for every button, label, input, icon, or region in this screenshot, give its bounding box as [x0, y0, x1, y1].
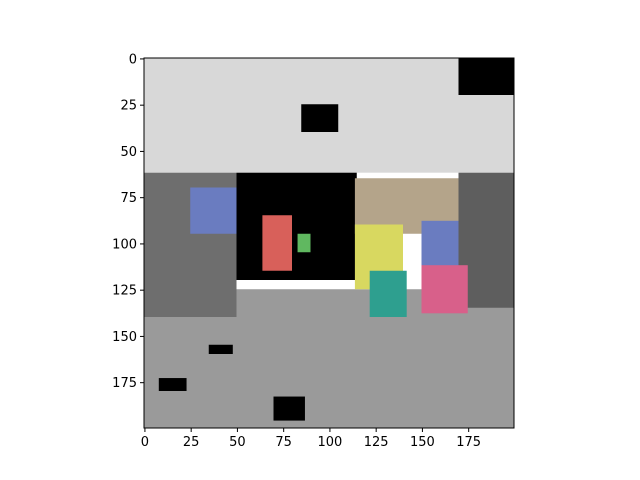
y-tick-label: 100 [112, 237, 137, 252]
x-tick-label: 150 [410, 435, 435, 450]
region-green-block [297, 233, 311, 253]
x-tick-label: 175 [456, 435, 481, 450]
region-floor-hole-2 [158, 378, 187, 391]
region-top-right-void [458, 58, 514, 95]
image-raster [144, 58, 514, 428]
y-tick-label: 150 [112, 330, 137, 345]
x-tick-label: 100 [318, 435, 343, 450]
region-floor-hole-1 [273, 396, 305, 421]
region-pink-block [421, 265, 468, 314]
region-blue-block-right [421, 220, 459, 271]
x-tick-label: 0 [141, 435, 149, 450]
y-tick-label: 125 [112, 284, 137, 299]
region-teal-block [369, 270, 407, 317]
x-tick-label: 50 [229, 435, 246, 450]
x-tick-label: 25 [183, 435, 200, 450]
y-tick-label: 75 [120, 191, 137, 206]
plot-frame [143, 57, 515, 429]
y-tick-label: 50 [120, 145, 137, 160]
x-tick-label: 75 [275, 435, 292, 450]
region-red-block [262, 215, 292, 271]
y-tick-label: 25 [120, 99, 137, 114]
region-far-void [236, 172, 357, 280]
axis-ticks: 0 25 50 75 100 125 150 175 0 25 50 75 100 125 150 175 [112, 52, 481, 450]
x-tick-label: 125 [364, 435, 389, 450]
y-tick-label: 0 [129, 52, 137, 67]
region-blue-block-left [190, 187, 237, 234]
region-floor-hole-3 [208, 344, 233, 354]
y-tick-label: 175 [112, 376, 137, 391]
region-ceiling-void [301, 104, 339, 132]
